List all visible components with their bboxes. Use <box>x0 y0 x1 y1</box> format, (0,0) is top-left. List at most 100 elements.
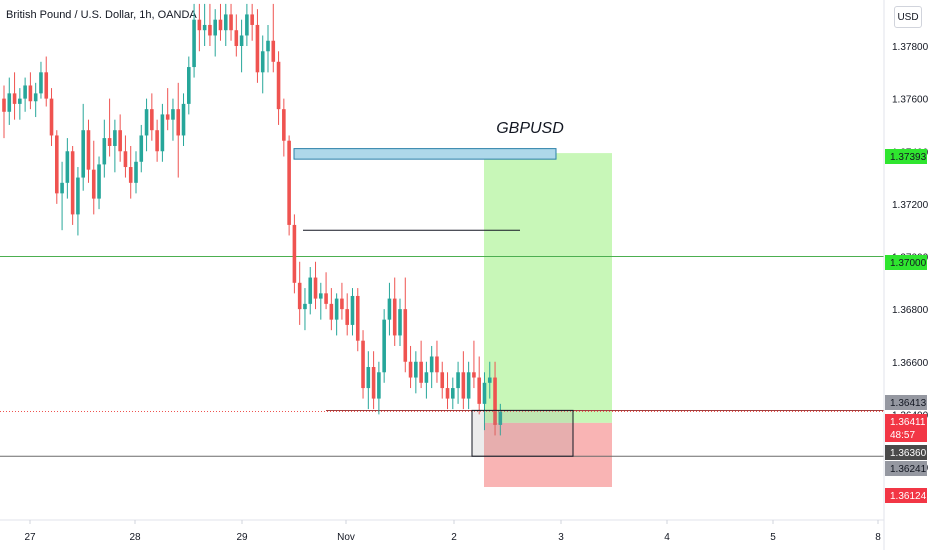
y-tick-label: 1.36800 <box>892 305 929 316</box>
candle-body <box>371 367 376 399</box>
entry-box[interactable] <box>471 409 574 457</box>
candle <box>377 361 381 415</box>
x-tick-label: 27 <box>24 532 36 543</box>
candle <box>477 356 481 415</box>
candle <box>55 130 59 204</box>
candle-body <box>97 164 101 199</box>
candle-body <box>313 277 318 299</box>
candle <box>345 293 349 336</box>
candle-body <box>113 130 117 146</box>
candle-body <box>28 85 33 102</box>
candle-body <box>482 382 487 404</box>
candle <box>218 3 223 41</box>
candle-body <box>245 14 249 36</box>
candle <box>493 361 497 436</box>
candle-body <box>76 177 80 215</box>
candle-body <box>498 411 503 425</box>
candle <box>123 135 128 178</box>
candle-body <box>440 372 445 389</box>
loss-zone[interactable] <box>484 422 612 487</box>
x-tick-label: 8 <box>875 532 881 543</box>
y-tick-label: 1.36600 <box>892 358 929 369</box>
candle-body <box>340 298 344 310</box>
candle-body <box>60 182 64 194</box>
candle <box>49 88 54 146</box>
candle <box>197 3 202 52</box>
price-tags: 1.37393 1.37000 1.36413 1.36411 48:57 1.36360… <box>885 149 927 503</box>
candle-body <box>150 109 154 131</box>
price-tag-text: 1.36360 <box>890 448 927 459</box>
candle <box>33 82 38 118</box>
candle-body <box>49 98 54 136</box>
annotation-label[interactable]: GBPUSD <box>496 120 564 137</box>
candle-body <box>128 167 133 183</box>
candle-body <box>477 377 481 404</box>
candle <box>482 372 487 431</box>
y-tick-label: 1.37800 <box>892 42 929 53</box>
candle <box>187 56 191 115</box>
price-tag: 1.37000 <box>885 255 927 270</box>
candle <box>192 3 196 78</box>
candle-body <box>319 293 323 299</box>
candle <box>266 24 270 73</box>
candle-body <box>366 367 371 389</box>
candle <box>371 351 376 410</box>
candle <box>398 298 402 346</box>
candle <box>139 124 144 173</box>
candle-body <box>361 340 365 389</box>
candle-body <box>392 298 397 336</box>
candle <box>91 140 96 215</box>
candle-body <box>144 109 149 136</box>
drawing-lines <box>0 148 884 457</box>
candle <box>239 19 244 73</box>
time-axis: 27 28 29 Nov 2 3 4 5 8 <box>24 520 881 543</box>
candle <box>250 3 254 41</box>
candle <box>60 161 64 231</box>
candle <box>340 282 344 320</box>
candle-body <box>377 372 381 399</box>
candle <box>2 85 6 139</box>
candle-body <box>387 298 392 320</box>
supply-zone-rect[interactable] <box>293 148 557 160</box>
candle-body <box>70 151 75 215</box>
candle <box>245 3 249 46</box>
candle <box>118 114 122 162</box>
candle-body <box>303 303 307 310</box>
candle-body <box>308 277 313 304</box>
candle-body <box>218 19 223 31</box>
candle-body <box>282 109 286 141</box>
candle <box>107 98 112 157</box>
price-tag: 1.36411 48:57 <box>885 414 927 442</box>
candle-body <box>18 98 22 104</box>
candle <box>160 103 165 162</box>
candle <box>12 72 17 120</box>
candle <box>128 145 133 199</box>
candle <box>429 345 434 389</box>
candle-body <box>472 372 476 378</box>
candle-body <box>123 151 128 168</box>
candle-body <box>403 309 408 362</box>
price-tag-text: 1.36124 <box>890 491 927 502</box>
price-tag: 1.36360 <box>885 445 927 460</box>
candle <box>276 51 281 125</box>
price-tag-bg <box>885 414 927 442</box>
currency-button[interactable]: USD <box>894 6 922 28</box>
profit-zone[interactable] <box>484 153 612 423</box>
price-tag-bg <box>885 488 927 503</box>
candle <box>213 9 217 57</box>
candle-body <box>250 14 254 25</box>
candle <box>18 88 22 120</box>
candle-body <box>276 61 281 110</box>
candle <box>287 135 291 236</box>
candle <box>176 82 181 178</box>
candle-body <box>398 309 402 336</box>
candle <box>260 35 265 94</box>
candle-body <box>419 361 423 383</box>
candle-body <box>44 72 49 99</box>
candle-body <box>408 361 413 378</box>
candle <box>234 14 239 57</box>
candle <box>97 156 101 210</box>
candle <box>382 309 386 383</box>
price-tag: 1.36241 <box>885 461 927 476</box>
